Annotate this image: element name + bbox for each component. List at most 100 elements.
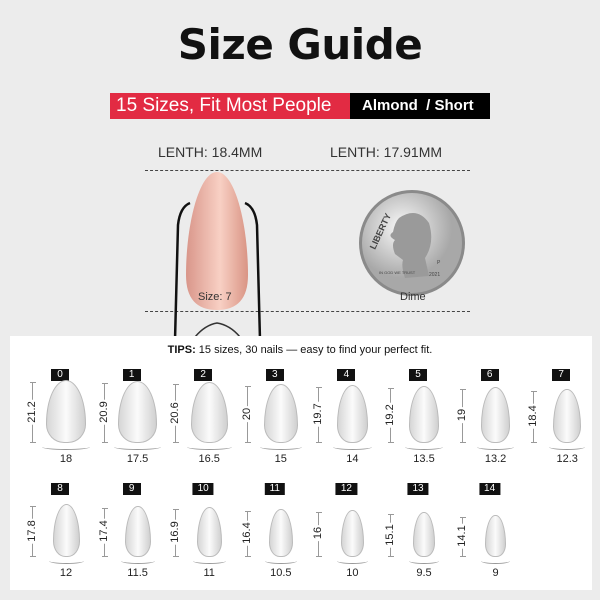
size-item: 5 19.2 13.5 bbox=[382, 369, 454, 469]
length-value: 20.6 bbox=[169, 399, 182, 426]
nail-tip-icon bbox=[268, 508, 293, 557]
length-value: 16 bbox=[312, 525, 325, 542]
nail-caption: Size: 7 bbox=[198, 291, 232, 303]
width-indicator bbox=[113, 444, 162, 450]
width-value: 16.5 bbox=[198, 453, 220, 465]
size-number-badge: 2 bbox=[194, 369, 213, 381]
size-number-badge: 4 bbox=[337, 369, 356, 381]
width-indicator bbox=[41, 444, 91, 450]
width-value: 13.2 bbox=[484, 453, 507, 465]
width-value: 18 bbox=[59, 453, 73, 465]
width-indicator bbox=[259, 444, 302, 450]
pink-nail-icon bbox=[186, 172, 248, 310]
size-item: 6 19 13.2 bbox=[454, 369, 526, 469]
width-indicator bbox=[404, 444, 444, 450]
size-number-badge: 10 bbox=[192, 483, 214, 495]
nail-tip-icon bbox=[341, 509, 364, 557]
size-item: 9 17.4 11.5 bbox=[96, 483, 168, 583]
length-value: 20.9 bbox=[97, 399, 110, 425]
nail-tip-icon bbox=[190, 382, 228, 443]
width-value: 12 bbox=[59, 567, 73, 579]
length-value: 19.2 bbox=[384, 401, 396, 428]
length-value: 20 bbox=[240, 405, 253, 422]
size-number-badge: 0 bbox=[51, 369, 69, 381]
nail-tip-icon bbox=[485, 515, 506, 557]
banner: 15 Sizes, Fit Most People Almond / Short bbox=[110, 93, 490, 119]
length-value: 16.4 bbox=[240, 520, 253, 546]
width-value: 9 bbox=[492, 567, 499, 579]
width-value: 10.5 bbox=[270, 567, 292, 579]
size-item: 11 16.4 10.5 bbox=[239, 483, 311, 583]
width-value: 13.5 bbox=[413, 453, 435, 465]
finger-illustration bbox=[173, 172, 262, 340]
length-value: 18.4 bbox=[527, 403, 540, 429]
width-indicator bbox=[48, 558, 84, 564]
size-item: 1 20.9 17.5 bbox=[96, 369, 168, 469]
length-value: 21.2 bbox=[26, 399, 38, 425]
size-item: 10 16.9 11 bbox=[167, 483, 239, 583]
top-dashed-line bbox=[145, 170, 470, 171]
dime-mint: P bbox=[437, 260, 441, 266]
width-indicator bbox=[120, 558, 155, 564]
shape-label: Almond bbox=[362, 97, 418, 114]
size-number-badge: 13 bbox=[407, 483, 429, 495]
width-indicator bbox=[337, 558, 368, 564]
size-number-badge: 12 bbox=[335, 483, 357, 495]
page-title: Size Guide bbox=[177, 20, 423, 69]
nail-tip-icon bbox=[336, 384, 369, 443]
nail-tip-icon bbox=[196, 507, 222, 557]
size-number-badge: 11 bbox=[264, 483, 285, 495]
nail-tip-icon bbox=[52, 504, 80, 557]
width-value: 11.5 bbox=[127, 567, 148, 579]
width-indicator bbox=[332, 444, 373, 450]
width-value: 10 bbox=[346, 567, 359, 579]
size-item: 13 15.1 9.5 bbox=[382, 483, 454, 583]
width-value: 9.5 bbox=[416, 567, 432, 579]
dime-coin-icon: LIBERTY IN GOD WE TRUST 2021 P bbox=[359, 190, 465, 296]
width-indicator bbox=[409, 558, 439, 564]
size-number-badge: 1 bbox=[122, 369, 141, 381]
width-indicator bbox=[186, 444, 232, 450]
nail-tip-icon bbox=[413, 512, 435, 557]
dime-motto: IN GOD WE TRUST bbox=[379, 270, 416, 275]
width-value: 14 bbox=[346, 453, 359, 465]
width-indicator bbox=[264, 558, 297, 564]
length-value: 19.7 bbox=[312, 401, 325, 427]
dime-caption: Dime bbox=[400, 291, 426, 303]
length-value: 15.1 bbox=[384, 522, 396, 548]
size-number-badge: 8 bbox=[51, 483, 69, 495]
tips-body: 15 sizes, 30 nails — easy to find your p… bbox=[195, 344, 433, 356]
width-indicator bbox=[481, 558, 510, 564]
nail-tip-icon bbox=[408, 386, 440, 443]
size-item: 4 19.7 14 bbox=[310, 369, 382, 469]
length-value: 14.1 bbox=[455, 523, 468, 549]
size-item: 3 20 15 bbox=[239, 369, 311, 469]
width-indicator bbox=[192, 558, 226, 564]
size-item: 7 18.4 12.3 bbox=[525, 369, 597, 469]
width-value: 15 bbox=[274, 453, 287, 465]
nail-tip-icon bbox=[263, 384, 298, 443]
length-value: 17.4 bbox=[97, 518, 110, 545]
length-value: 19 bbox=[455, 406, 468, 424]
nail-tip-icon bbox=[117, 381, 158, 443]
width-value: 17.5 bbox=[126, 453, 149, 465]
width-indicator bbox=[476, 444, 515, 450]
dime-length-label: LENTH: 17.91MM bbox=[330, 144, 443, 160]
nail-tip-icon bbox=[45, 380, 87, 443]
banner-tagline: 15 Sizes, Fit Most People bbox=[110, 93, 350, 119]
length-value: 16.9 bbox=[169, 519, 182, 545]
size-number-badge: 9 bbox=[122, 483, 141, 495]
banner-shape: Almond / Short bbox=[350, 93, 490, 119]
size-number-badge: 6 bbox=[480, 369, 499, 381]
size-item: 14 14.1 9 bbox=[454, 483, 526, 583]
bottom-dashed-line bbox=[145, 311, 470, 312]
nail-tip-icon bbox=[480, 386, 511, 443]
size-number-badge: 3 bbox=[265, 369, 284, 381]
width-value: 11 bbox=[203, 567, 215, 579]
width-value: 12.3 bbox=[556, 453, 578, 465]
nail-tip-icon bbox=[124, 505, 151, 557]
nail-length-label: LENTH: 18.4MM bbox=[158, 144, 263, 160]
width-indicator bbox=[549, 444, 586, 450]
length-value: 17.8 bbox=[26, 518, 38, 544]
length-type-label: / Short bbox=[426, 97, 474, 114]
